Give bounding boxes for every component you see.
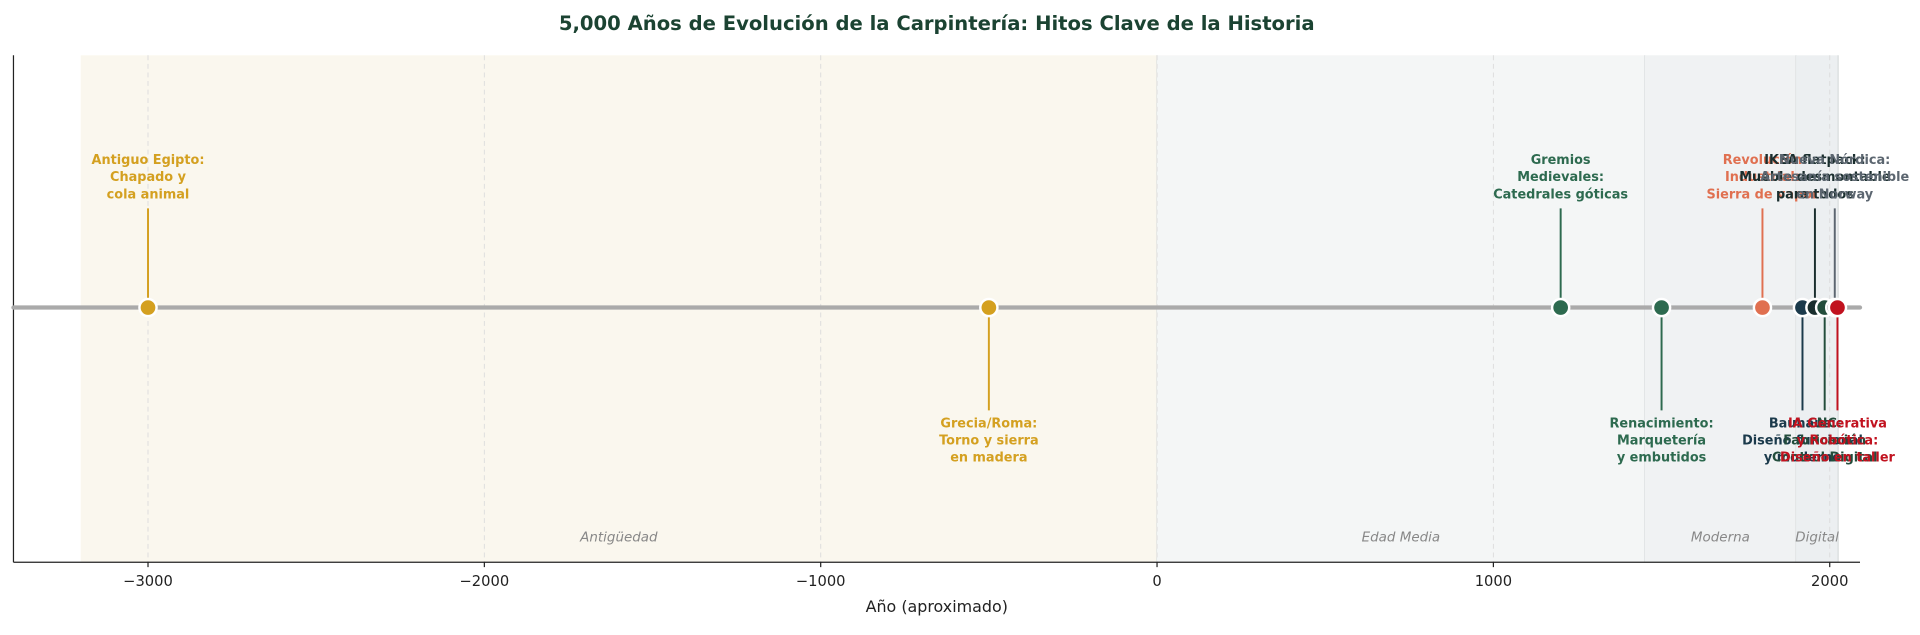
- event-label-line: Bauhaus:: [1769, 416, 1836, 431]
- x-tick-label: −1000: [796, 573, 846, 590]
- chart-title: 5,000 Años de Evolución de la Carpinterí…: [559, 12, 1315, 35]
- event-label-line: para todos: [1776, 187, 1854, 202]
- event-label-line: Sierra de vapor: [1706, 187, 1819, 202]
- era-label: Moderna: [1691, 531, 1750, 546]
- era-label: Antigüedad: [579, 531, 658, 546]
- event-label-line: en madera: [950, 451, 1027, 466]
- event-label: Antiguo Egipto: Chapado y cola animal: [92, 153, 205, 202]
- x-tick-label: 1000: [1475, 573, 1512, 590]
- era-label: Digital: [1795, 531, 1839, 546]
- event-label-line: Diseño funcional: [1742, 434, 1863, 449]
- event-marker: [1651, 297, 1672, 318]
- event-label-line: Renacimiento:: [1609, 416, 1713, 431]
- event-label-line: y Robótica:: [1797, 434, 1879, 449]
- event-marker: [1752, 297, 1773, 318]
- event-label-line: Diseño en taller: [1780, 451, 1896, 466]
- event-label-line: Artesanía sostenible: [1760, 170, 1909, 185]
- era-label: Edad Media: [1362, 531, 1441, 546]
- event-label: IA Generativa y Robótica: Diseño en taller: [1780, 416, 1896, 465]
- event-label-line: IKEA flatpack:: [1764, 153, 1865, 168]
- x-tick-label: −2000: [460, 573, 510, 590]
- event-label-line: Medievales:: [1517, 170, 1604, 185]
- event-marker: [1827, 297, 1848, 318]
- event-label: Bauhaus: Diseño funcional y moderno: [1742, 416, 1863, 465]
- x-axis-label: Año (aproximado): [866, 597, 1008, 616]
- event-label-line: Fabricación: [1783, 434, 1866, 449]
- event-label-line: IA Generativa: [1788, 416, 1887, 431]
- event-label: Gremios Medievales: Catedrales góticas: [1493, 153, 1628, 202]
- event-label-line: Control Digital: [1772, 451, 1877, 466]
- event-label-line: Industrial:: [1725, 170, 1800, 185]
- event-label-line: y moderno: [1764, 451, 1841, 466]
- event-label-line: Gremios: [1531, 153, 1591, 168]
- event-label-line: CNC:: [1807, 416, 1842, 431]
- event-label-line: y embutidos: [1617, 451, 1707, 466]
- event-marker: [979, 297, 999, 318]
- event-label-line: Nueva Nórdica:: [1779, 153, 1890, 168]
- event-label-line: Antiguo Egipto:: [92, 153, 205, 168]
- event-marker: [138, 297, 158, 318]
- event-label: Grecia/Roma: Torno y sierra en madera: [939, 416, 1039, 465]
- event-label-line: cola animal: [107, 187, 190, 202]
- plot: Antigüedad Edad Media Moderna Digital −3000 −…: [11, 55, 1910, 590]
- event-label-line: en Norway: [1796, 187, 1873, 202]
- event-label: CNC: Fabricación Control Digital: [1772, 416, 1877, 465]
- event-label: Revolución Industrial: Sierra de vapor: [1706, 153, 1819, 202]
- x-tick-label: 2000: [1811, 573, 1848, 590]
- event-label-line: Catedrales góticas: [1493, 187, 1628, 202]
- x-tick-label: 0: [1152, 573, 1161, 590]
- event-label-line: Torno y sierra: [939, 434, 1039, 449]
- event-label-line: Marquetería: [1617, 434, 1706, 449]
- event-label: Renacimiento: Marquetería y embutidos: [1609, 416, 1713, 465]
- event-label: IKEA flatpack: Mueble desmontable para tod…: [1739, 153, 1891, 202]
- event-label-line: Mueble desmontable: [1739, 170, 1891, 185]
- event-label: Nueva Nórdica: Artesanía sostenible en Nor…: [1760, 153, 1909, 202]
- x-tick-label: −3000: [123, 573, 173, 590]
- event-label-line: Grecia/Roma:: [940, 416, 1037, 431]
- event-marker: [1550, 297, 1571, 318]
- event-label-line: Chapado y: [110, 170, 187, 185]
- event-label-line: Revolución: [1723, 153, 1802, 168]
